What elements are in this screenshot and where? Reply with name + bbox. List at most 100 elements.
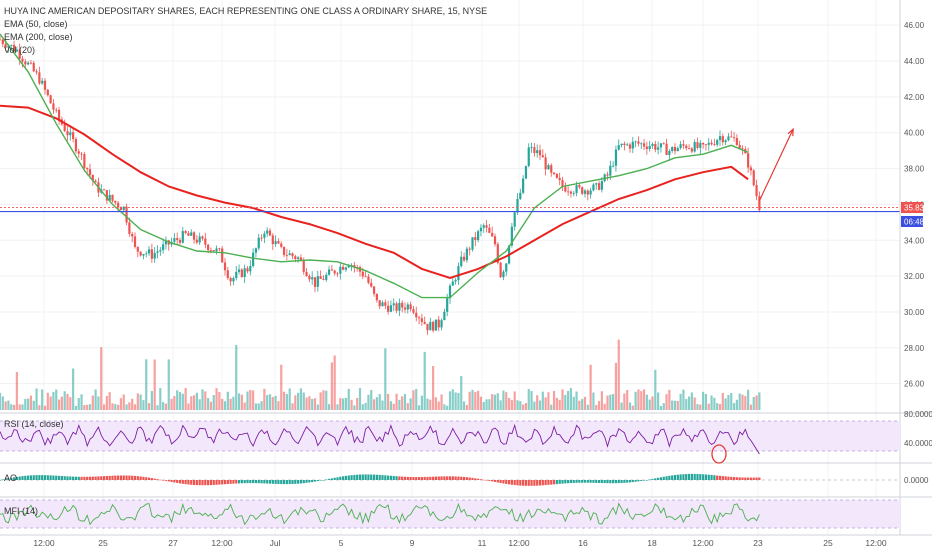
ao-bar <box>170 480 173 482</box>
projection-arrow[interactable] <box>758 127 794 202</box>
candle-body <box>381 302 384 307</box>
ao-bar <box>74 476 78 480</box>
ao-bar <box>752 477 755 480</box>
volume-bar <box>741 394 744 410</box>
volume-bar <box>291 403 294 410</box>
candle-body <box>651 143 654 147</box>
volume-bar <box>747 389 750 410</box>
ao-bar <box>147 477 151 480</box>
ao-bar <box>294 480 297 484</box>
volume-bar <box>308 396 311 410</box>
candle-body <box>524 166 528 179</box>
ao-bar <box>353 474 356 480</box>
ao-bar <box>558 480 561 484</box>
candle-body <box>401 302 404 308</box>
candle-body <box>730 136 733 138</box>
volume-bar <box>18 404 21 410</box>
ao-bar <box>642 480 646 481</box>
ao-bar <box>97 476 100 480</box>
candle-body <box>721 136 724 143</box>
volume-bar <box>288 388 291 410</box>
candle-body <box>302 260 305 272</box>
volume-bar <box>156 405 159 410</box>
ao-bar <box>687 473 691 480</box>
volume-bar <box>339 398 342 410</box>
last-price-badge <box>901 202 923 213</box>
volume-bar <box>74 405 78 410</box>
candle-body <box>361 271 364 277</box>
volume-bar <box>612 394 615 410</box>
candle-body <box>378 300 381 307</box>
volume-bar <box>732 403 736 410</box>
ao-bar <box>668 475 671 480</box>
ao-bar <box>252 480 255 484</box>
volume-bar <box>347 388 350 410</box>
candle-body <box>502 271 505 278</box>
ao-bar <box>88 476 92 480</box>
time-tick-label: 12:00 <box>508 538 530 548</box>
ao-bar <box>271 480 274 484</box>
ao-bar <box>730 476 733 480</box>
ao-bar <box>195 480 198 486</box>
candle-body <box>43 80 47 90</box>
candle-body <box>552 172 556 174</box>
candle-body <box>291 253 294 257</box>
ao-bar <box>299 480 303 484</box>
candle-body <box>412 309 415 313</box>
volume-bar <box>423 351 426 410</box>
candle-body <box>569 191 573 194</box>
ao-bar <box>27 475 30 480</box>
candle-body <box>209 250 213 251</box>
ao-bar <box>55 475 58 480</box>
volume-bar <box>665 394 668 410</box>
ao-bar <box>423 476 426 480</box>
ao-bar <box>597 480 601 483</box>
volume-bar <box>600 391 603 410</box>
candle-body <box>634 141 637 143</box>
candle-body <box>229 278 232 282</box>
volume-bar <box>735 399 738 410</box>
rsi-circle-annotation[interactable] <box>711 444 727 464</box>
candle-body <box>434 319 438 331</box>
ao-bar <box>344 475 348 480</box>
ao-bar <box>83 476 86 480</box>
ao-bar <box>491 480 494 482</box>
ao-bar <box>313 480 317 482</box>
ao-bar <box>398 476 401 480</box>
ao-bar <box>274 480 277 484</box>
candle-body <box>190 232 193 236</box>
volume-bar <box>268 394 272 410</box>
ao-bar <box>178 480 182 484</box>
volume-bar <box>235 344 238 410</box>
volume-bar <box>10 404 13 410</box>
candle-body <box>406 304 409 310</box>
rsi-band <box>0 421 900 451</box>
candle-body <box>682 144 685 146</box>
candle-body <box>12 44 16 52</box>
ao-bar <box>285 480 288 485</box>
ao-bar <box>468 477 471 480</box>
ao-bar <box>620 480 623 484</box>
ao-bar <box>218 480 221 485</box>
volume-bar <box>333 355 336 410</box>
ao-bar <box>713 475 716 480</box>
candle-body <box>403 307 407 310</box>
ao-bar <box>266 480 269 484</box>
volume-bar <box>384 348 387 410</box>
ao-bar <box>162 480 165 481</box>
price-tick-label: 32.00 <box>904 272 925 281</box>
candle-body <box>111 194 114 201</box>
candle-body <box>249 266 252 272</box>
candlesticks <box>0 35 761 335</box>
candle-body <box>724 140 727 143</box>
ao-bar <box>237 480 241 484</box>
volume-bar <box>164 403 168 410</box>
ao-bar <box>347 475 350 480</box>
ao-bar <box>378 474 381 480</box>
time-tick-label: 16 <box>578 538 588 548</box>
candle-body <box>108 194 111 201</box>
volume-bar <box>626 389 629 410</box>
candle-body <box>178 239 182 243</box>
